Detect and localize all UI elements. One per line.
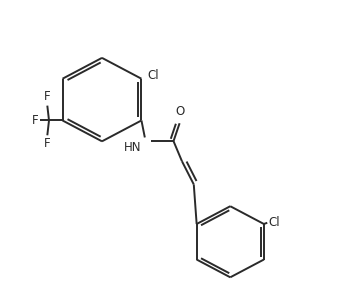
Text: Cl: Cl — [147, 69, 159, 82]
Text: F: F — [44, 137, 51, 150]
Text: O: O — [176, 105, 185, 118]
Text: F: F — [44, 91, 51, 104]
Text: Cl: Cl — [268, 216, 280, 229]
Text: HN: HN — [124, 141, 141, 154]
Text: F: F — [32, 114, 38, 127]
